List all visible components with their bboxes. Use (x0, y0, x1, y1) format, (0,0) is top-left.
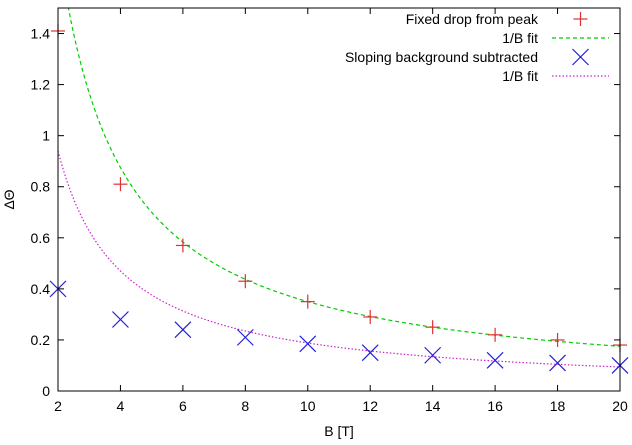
data-point (425, 320, 440, 335)
y-tick-label: 0 (42, 383, 50, 399)
data-point (174, 321, 192, 339)
y-tick-label: 0.2 (31, 332, 51, 348)
x-tick-label: 2 (54, 398, 62, 414)
x-tick-label: 20 (612, 398, 628, 414)
legend: Fixed drop from peak 1/B fit Sloping backg… (345, 11, 609, 84)
x-tick-label: 4 (117, 398, 125, 414)
x-tick-label: 6 (179, 398, 187, 414)
data-point (299, 335, 317, 353)
data-points (49, 23, 629, 374)
series-2-points (49, 280, 629, 374)
y-tick-label: 1 (42, 128, 50, 144)
y-axis-label: ΔΘ (1, 189, 17, 209)
data-point (238, 274, 253, 289)
y-tick-label: 1.4 (31, 26, 51, 42)
legend-marker (572, 48, 589, 66)
data-point-mark-b (486, 351, 504, 369)
data-point-mark-b (424, 346, 442, 364)
x-tick-label: 12 (362, 398, 378, 414)
x-tick-label: 10 (300, 398, 316, 414)
data-point (236, 328, 254, 346)
legend-marker (573, 12, 588, 26)
y-tick-label: 0.4 (31, 281, 51, 297)
fit-curves (58, 8, 620, 368)
y-tick-label: 1.2 (31, 77, 51, 93)
fit-curve-line (58, 150, 620, 368)
legend-label: Fixed drop from peak (406, 11, 539, 27)
data-point (300, 294, 315, 309)
fit-curve-line (67, 8, 620, 347)
x-axis-label: B [T] (324, 423, 354, 439)
series-0-points (51, 23, 627, 353)
data-point (488, 327, 503, 342)
data-point (549, 354, 566, 372)
data-point-mark-b (112, 311, 129, 328)
data-point-mark-b (299, 335, 317, 353)
data-point (424, 346, 442, 364)
data-point (550, 332, 565, 347)
data-point (112, 311, 129, 328)
data-point-mark-b (236, 328, 254, 346)
legend-marker-mark-b (572, 48, 589, 66)
data-point-mark-b (174, 321, 192, 339)
x-tick-label: 16 (487, 398, 503, 414)
axis-ticks: 2 4 6 8 10 12 14 16 18 20 0 0.2 0.4 0.6 0.8 1 1.2 1.4 (31, 8, 628, 414)
x-tick-label: 18 (550, 398, 566, 414)
x-tick-label: 14 (425, 398, 441, 414)
plot-frame (57, 7, 621, 392)
data-point (113, 177, 128, 192)
data-point (486, 351, 504, 369)
data-point (363, 309, 378, 324)
data-point-mark-b (361, 344, 379, 362)
legend-label: 1/B fit (502, 30, 538, 46)
y-tick-label: 0.6 (31, 230, 51, 246)
data-point-mark-b (549, 354, 566, 372)
data-point (361, 344, 379, 362)
x-tick-label: 8 (241, 398, 249, 414)
legend-label: 1/B fit (502, 68, 538, 84)
legend-label: Sloping background subtracted (345, 49, 538, 65)
data-point (175, 238, 190, 253)
y-tick-label: 0.8 (31, 179, 51, 195)
